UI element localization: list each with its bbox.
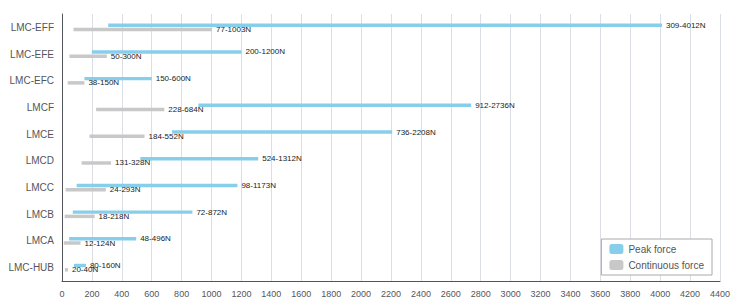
svg-text:2400: 2400 (411, 289, 431, 299)
svg-text:Peak force: Peak force (628, 244, 676, 255)
svg-text:800: 800 (174, 289, 189, 299)
svg-text:LMCD: LMCD (26, 155, 54, 166)
svg-text:LMC-EFE: LMC-EFE (10, 49, 54, 60)
svg-text:228-684N: 228-684N (168, 105, 203, 114)
svg-text:600: 600 (144, 289, 159, 299)
svg-text:50-300N: 50-300N (111, 52, 142, 61)
svg-text:98-1173N: 98-1173N (241, 181, 276, 190)
svg-text:0: 0 (59, 289, 64, 299)
svg-text:1800: 1800 (321, 289, 341, 299)
svg-text:309-4012N: 309-4012N (666, 21, 706, 30)
svg-text:18-218N: 18-218N (99, 212, 130, 221)
svg-text:3800: 3800 (620, 289, 640, 299)
svg-text:48-496N: 48-496N (140, 234, 171, 243)
svg-text:3000: 3000 (501, 289, 521, 299)
svg-text:1600: 1600 (291, 289, 311, 299)
svg-text:131-328N: 131-328N (115, 158, 150, 167)
svg-text:72-872N: 72-872N (196, 208, 227, 217)
svg-text:1200: 1200 (231, 289, 251, 299)
svg-text:524-1312N: 524-1312N (262, 154, 302, 163)
svg-text:736-2208N: 736-2208N (396, 128, 436, 137)
svg-text:LMCB: LMCB (26, 209, 54, 220)
svg-text:2600: 2600 (441, 289, 461, 299)
svg-text:4000: 4000 (650, 289, 670, 299)
svg-text:200: 200 (84, 289, 99, 299)
svg-text:4400: 4400 (710, 289, 730, 299)
svg-text:200-1200N: 200-1200N (245, 47, 285, 56)
svg-text:2200: 2200 (381, 289, 401, 299)
svg-text:1400: 1400 (261, 289, 281, 299)
svg-text:24-293N: 24-293N (110, 185, 141, 194)
svg-text:77-1003N: 77-1003N (216, 25, 251, 34)
svg-text:80-160N: 80-160N (89, 261, 121, 270)
svg-text:20-40N: 20-40N (72, 265, 98, 274)
svg-text:150-600N: 150-600N (156, 74, 191, 83)
svg-text:3400: 3400 (560, 289, 580, 299)
svg-text:3600: 3600 (590, 289, 610, 299)
svg-text:12-124N: 12-124N (85, 239, 116, 248)
svg-text:1000: 1000 (202, 289, 222, 299)
svg-text:912-2736N: 912-2736N (475, 101, 515, 110)
svg-text:LMC-HUB: LMC-HUB (8, 262, 54, 273)
svg-text:38-150N: 38-150N (88, 78, 119, 87)
svg-text:LMCC: LMCC (26, 182, 54, 193)
svg-text:LMCF: LMCF (27, 102, 54, 113)
svg-text:2000: 2000 (351, 289, 371, 299)
svg-text:LMCA: LMCA (26, 235, 54, 246)
svg-text:3200: 3200 (531, 289, 551, 299)
svg-text:400: 400 (114, 289, 129, 299)
svg-text:2800: 2800 (471, 289, 491, 299)
svg-text:4200: 4200 (680, 289, 700, 299)
svg-text:184-552N: 184-552N (149, 132, 184, 141)
svg-text:LMCE: LMCE (26, 129, 54, 140)
svg-text:Continuous force: Continuous force (628, 260, 704, 271)
svg-text:LMC-EFC: LMC-EFC (10, 75, 54, 86)
svg-text:LMC-EFF: LMC-EFF (11, 22, 54, 33)
